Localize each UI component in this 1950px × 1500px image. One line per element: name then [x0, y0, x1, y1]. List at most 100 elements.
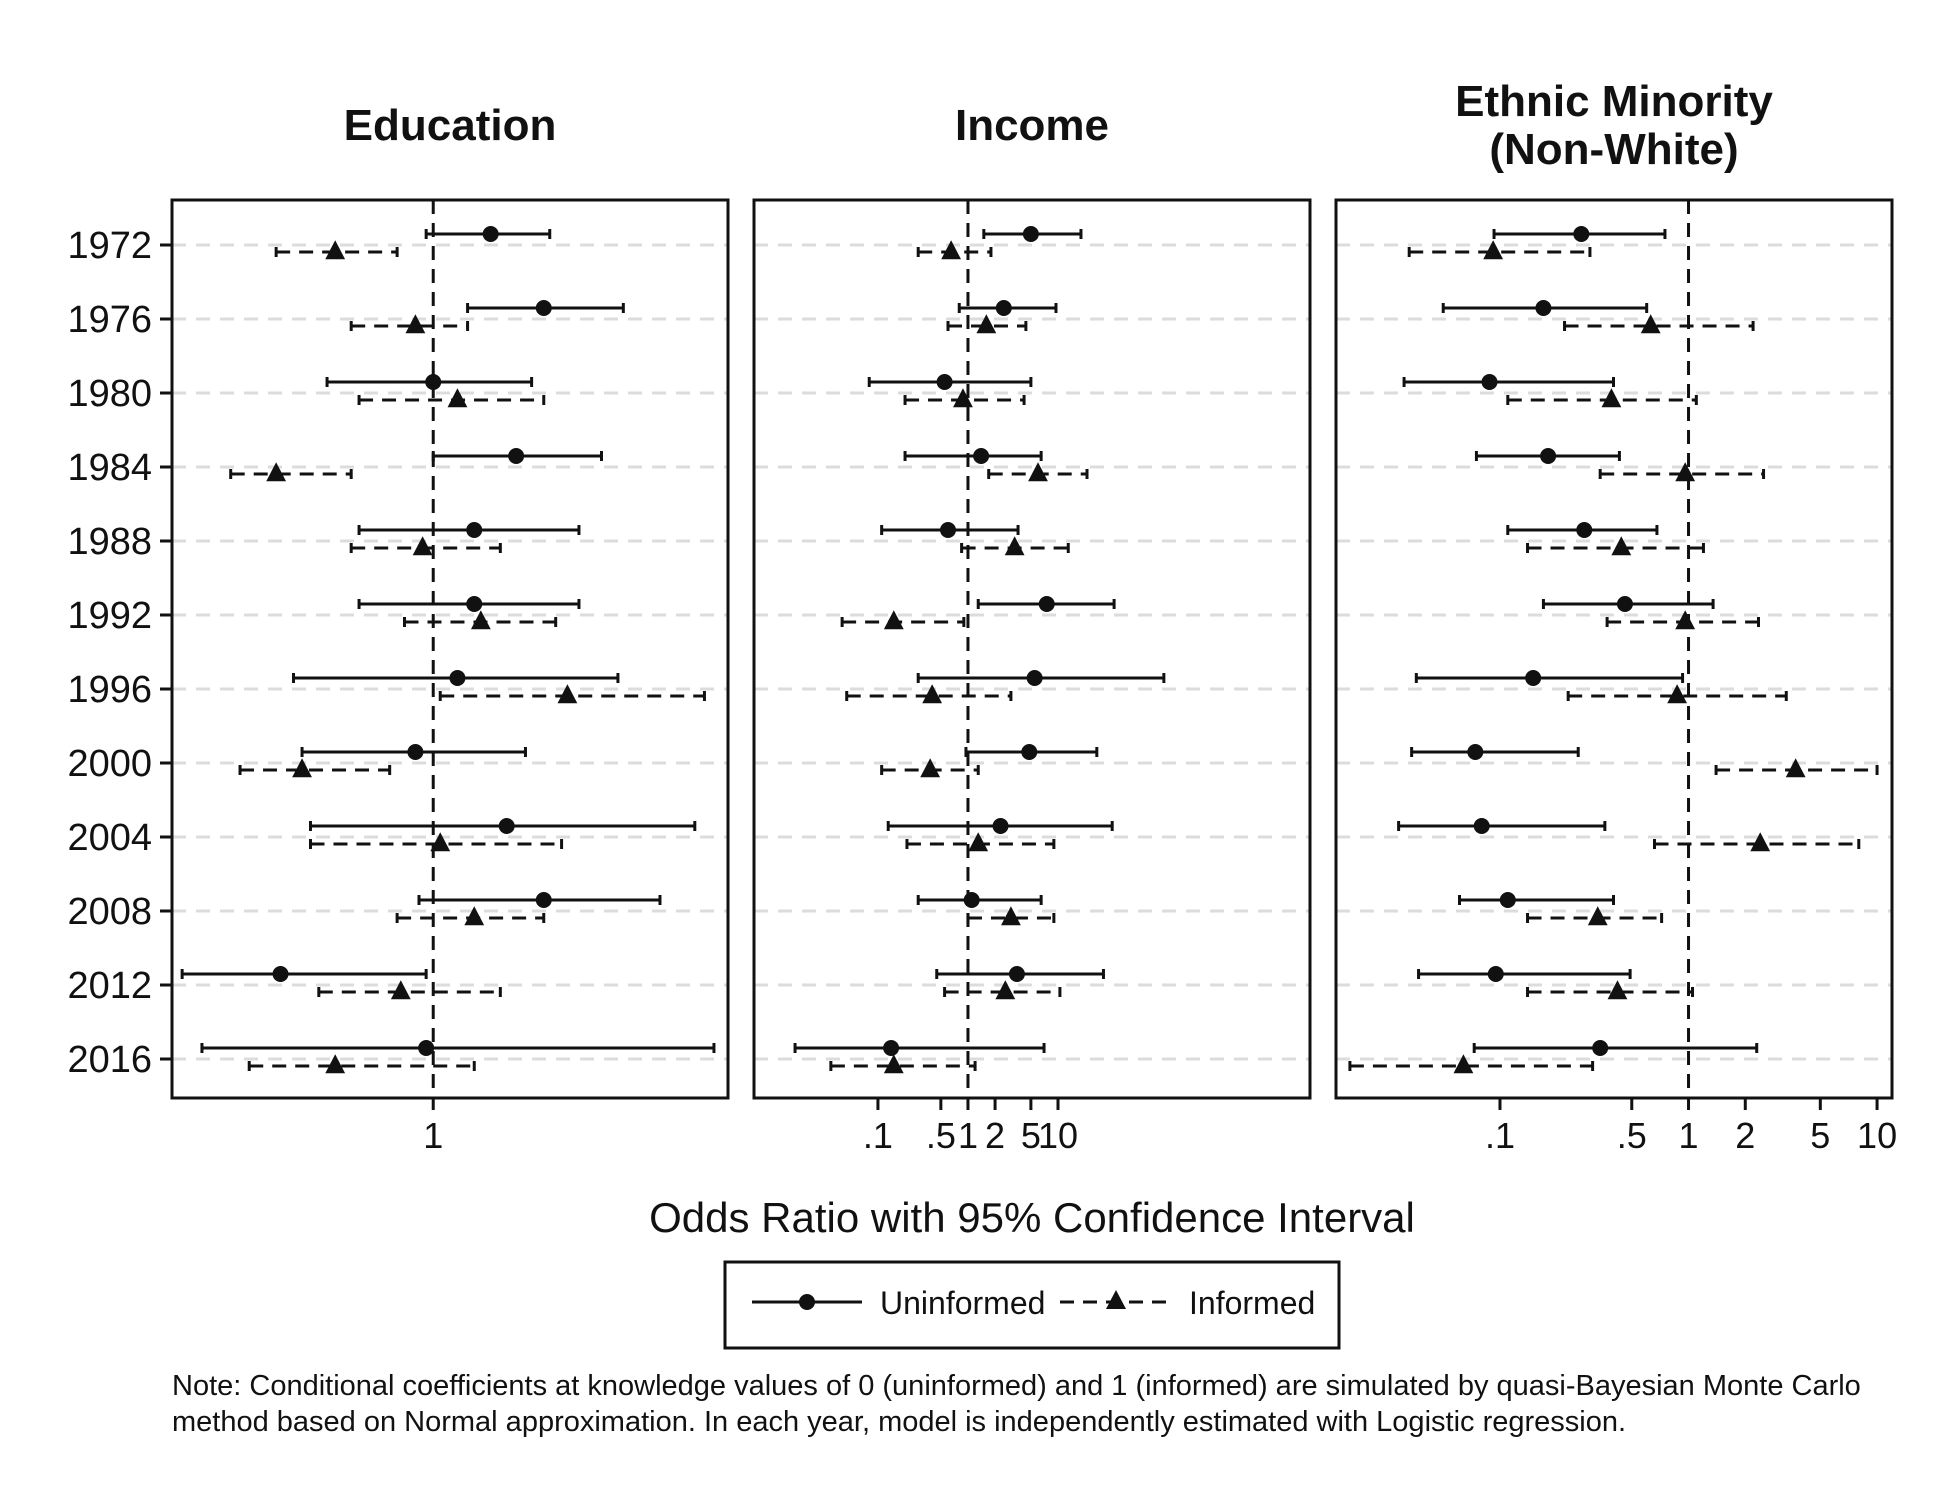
point-uninformed — [466, 522, 483, 538]
point-uninformed — [425, 374, 442, 390]
point-uninformed — [1487, 966, 1504, 982]
panel-title: Ethnic Minority — [1455, 77, 1773, 126]
point-uninformed — [936, 374, 953, 390]
point-informed — [464, 906, 485, 926]
point-informed — [1028, 462, 1048, 482]
point-uninformed — [1481, 374, 1498, 390]
point-informed — [1667, 684, 1688, 704]
point-uninformed — [1592, 1040, 1609, 1056]
point-informed — [1483, 240, 1504, 260]
point-uninformed — [992, 818, 1009, 834]
point-informed — [430, 832, 451, 852]
point-uninformed — [407, 744, 424, 760]
y-tick-label: 2012 — [67, 965, 152, 1007]
y-tick-label: 2016 — [67, 1039, 152, 1081]
point-uninformed — [1499, 892, 1516, 908]
point-informed — [266, 462, 287, 482]
x-tick-label: 1 — [1679, 1115, 1699, 1156]
point-uninformed — [1540, 448, 1557, 464]
x-tick-label: 10 — [1038, 1115, 1078, 1156]
point-informed — [292, 758, 312, 778]
point-informed — [1453, 1054, 1474, 1074]
point-informed — [883, 1054, 904, 1074]
point-uninformed — [535, 892, 552, 908]
point-informed — [447, 388, 468, 408]
point-informed — [325, 240, 346, 260]
point-uninformed — [939, 522, 956, 538]
panel-1: .1 .5 1 2 510 Income — [752, 101, 1312, 1156]
point-uninformed — [883, 1040, 900, 1056]
y-tick-label: 2004 — [67, 817, 152, 859]
x-tick-label: .1 — [863, 1115, 893, 1156]
legend-box — [723, 1260, 1341, 1350]
point-informed — [1785, 758, 1806, 778]
point-informed — [1601, 388, 1622, 408]
panel-frame — [1334, 198, 1894, 1100]
point-uninformed — [1525, 670, 1542, 686]
point-uninformed — [1616, 596, 1633, 612]
y-tick-label: 1980 — [67, 373, 152, 415]
point-informed — [1611, 536, 1632, 556]
y-tick-label: 1992 — [67, 595, 152, 637]
point-informed — [920, 758, 941, 778]
point-informed — [405, 314, 426, 334]
point-informed — [922, 684, 943, 704]
legend-marker-uninformed — [799, 1294, 815, 1310]
x-tick-label: 10 — [1857, 1115, 1897, 1156]
y-tick-label: 1984 — [67, 447, 152, 489]
point-uninformed — [449, 670, 466, 686]
point-informed — [1587, 906, 1608, 926]
x-tick-label: .5 — [926, 1115, 956, 1156]
point-uninformed — [1535, 300, 1552, 316]
point-uninformed — [1576, 522, 1593, 538]
point-uninformed — [1022, 226, 1039, 242]
point-uninformed — [535, 300, 552, 316]
point-uninformed — [498, 818, 515, 834]
legend: Uninformed Informed — [723, 1260, 1341, 1350]
point-uninformed — [1573, 226, 1590, 242]
x-tick-label: 2 — [985, 1115, 1005, 1156]
y-tick-label: 2008 — [67, 891, 152, 933]
panel-title: Education — [344, 101, 557, 150]
point-informed — [968, 832, 989, 852]
panel-0: 1 Education — [170, 101, 730, 1156]
point-informed — [883, 610, 904, 630]
y-tick-label: 1976 — [67, 299, 152, 341]
legend-marker-informed — [1106, 1290, 1126, 1309]
x-tick-label: .1 — [1485, 1115, 1515, 1156]
point-uninformed — [482, 226, 499, 242]
x-axis-title: Odds Ratio with 95% Confidence Interval — [649, 1194, 1415, 1241]
panel-title: (Non-White) — [1489, 125, 1738, 174]
point-uninformed — [466, 596, 483, 612]
point-informed — [1675, 610, 1696, 630]
x-tick-label: .5 — [1617, 1115, 1647, 1156]
point-informed — [953, 388, 973, 408]
point-informed — [1750, 832, 1771, 852]
point-informed — [1640, 314, 1661, 334]
point-uninformed — [1008, 966, 1025, 982]
point-informed — [412, 536, 433, 556]
panel-frame — [752, 198, 1312, 1100]
x-tick-label: 1 — [958, 1115, 978, 1156]
legend-label-uninformed: Uninformed — [880, 1285, 1045, 1321]
x-tick-label: 5 — [1810, 1115, 1830, 1156]
point-informed — [557, 684, 578, 704]
point-informed — [976, 314, 997, 334]
point-uninformed — [508, 448, 525, 464]
point-informed — [995, 980, 1016, 1000]
panel-title: Income — [955, 101, 1109, 150]
point-uninformed — [272, 966, 289, 982]
point-informed — [1607, 980, 1628, 1000]
point-informed — [1004, 536, 1025, 556]
point-uninformed — [1473, 818, 1490, 834]
legend-label-informed: Informed — [1189, 1285, 1315, 1321]
point-uninformed — [1026, 670, 1043, 686]
point-uninformed — [1467, 744, 1484, 760]
x-tick-label: 1 — [423, 1115, 443, 1156]
panel-2: .1 .5 1 2 5 10 Ethnic Minority(Non-White) — [1334, 77, 1897, 1156]
panel-frame — [170, 198, 730, 1100]
y-tick-label: 1988 — [67, 521, 152, 563]
point-informed — [1675, 462, 1696, 482]
point-uninformed — [963, 892, 980, 908]
